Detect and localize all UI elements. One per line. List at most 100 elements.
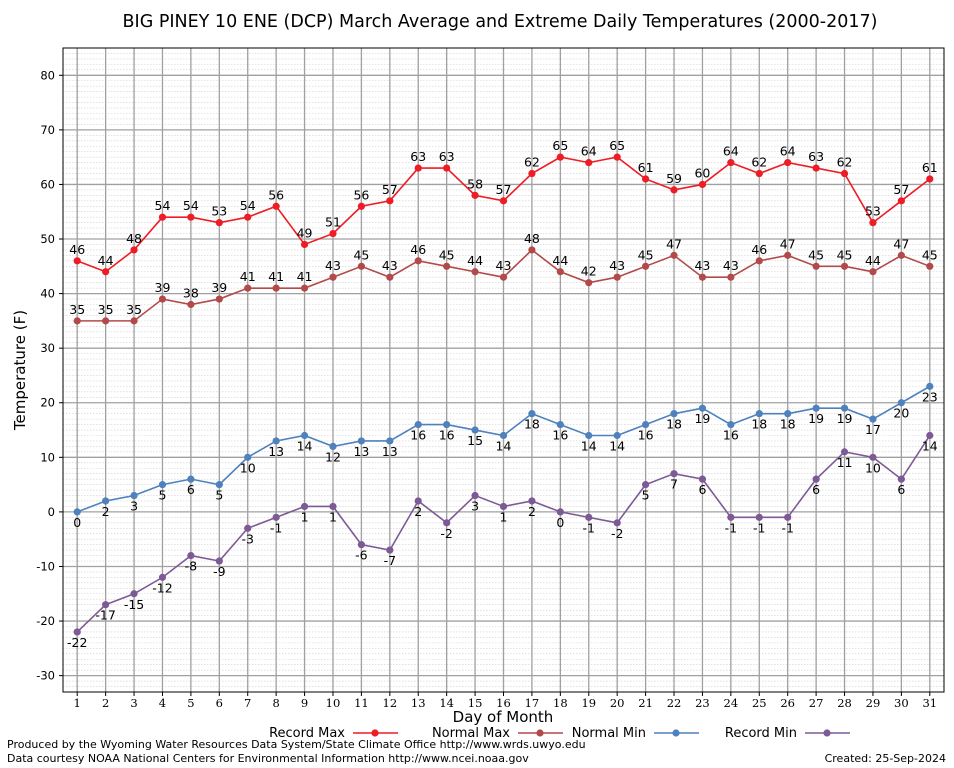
y-tick-label: 10 [40,450,55,464]
data-point [784,513,792,521]
x-tick-label: 31 [922,696,937,710]
data-label: -1 [270,520,282,535]
data-point [73,628,81,636]
data-point [727,420,735,429]
data-point [755,410,763,418]
data-point [897,251,905,259]
data-label: 12 [325,449,341,464]
data-label: 45 [808,247,824,262]
data-point [641,481,650,489]
data-point [840,448,849,456]
data-point [300,431,309,440]
data-label: 44 [552,253,568,268]
series-record-max: 46 44 48 54 54 53 54 56 49 51 56 57 63 63 58 57 62 65 64 65… [69,138,938,276]
y-tick-label: 20 [40,396,55,410]
data-label: 47 [666,236,682,251]
data-label: 41 [240,269,256,284]
data-point [130,491,138,500]
x-axis-label: Day of Month [453,708,554,726]
data-point [386,437,394,445]
data-label: 44 [467,253,483,268]
x-tick-label: 29 [866,696,881,710]
data-point [784,251,792,259]
data-point [641,420,650,429]
data-label: 14 [297,438,313,453]
y-axis-label: Temperature (F) [11,310,29,431]
data-point [926,175,934,183]
data-label: 48 [524,231,540,246]
data-point [755,513,763,521]
data-point [158,295,167,303]
data-label: 49 [297,225,313,240]
data-point [897,475,905,483]
data-point [386,273,394,281]
y-tick-label: 50 [40,232,55,246]
data-point [897,197,905,205]
data-label: 11 [837,455,853,470]
x-tick-label: 27 [809,696,824,710]
x-tick-label: 21 [638,696,653,710]
data-point [698,180,707,189]
data-label: 20 [893,406,909,421]
data-label: 65 [552,138,568,153]
data-label: 16 [723,428,739,443]
y-tick-label: 0 [48,505,55,519]
data-label: 1 [329,509,337,524]
x-tick-label: 4 [159,696,166,710]
x-tick-label: 19 [581,696,596,710]
data-point [499,197,508,205]
x-tick-label: 17 [525,696,540,710]
data-point [840,404,849,412]
data-label: 60 [694,165,710,180]
data-point [443,519,451,527]
data-point [357,262,366,270]
x-tick-label: 26 [780,696,795,710]
data-point [158,213,167,221]
data-label: 0 [73,515,81,530]
x-tick-label: 5 [187,696,194,710]
data-label: 10 [240,460,256,475]
legend: Record Max Normal Max Normal Min Record Min [269,726,850,741]
data-point [73,257,81,265]
x-tick-label: 10 [326,696,341,710]
x-tick-label: 2 [102,696,109,710]
data-label: 10 [865,460,881,475]
data-label: 23 [922,389,938,404]
data-point [585,513,593,521]
data-point [755,169,763,178]
data-point [102,601,110,609]
data-label: 13 [353,444,369,459]
data-point [556,508,564,516]
data-point [471,491,479,500]
data-point [897,399,905,407]
data-label: 14 [496,438,512,453]
x-tick-label: 30 [894,696,909,710]
series-record-min: -22-17-15-12-8 -9-3-11 1-6 -72-231 20 -1 -257 6… [67,431,938,650]
data-point [641,175,650,183]
data-point [613,153,621,161]
x-tick-label: 7 [244,696,251,710]
data-point [812,404,820,412]
data-point [102,497,110,505]
data-label: 54 [183,198,199,213]
legend-marker [536,729,544,737]
data-point [471,268,479,276]
x-tick-label: 9 [301,696,308,710]
data-label: 6 [187,482,195,497]
legend-marker [672,729,680,737]
data-label: 44 [98,253,114,268]
data-label: 14 [922,438,938,453]
data-point [670,470,678,478]
data-point [443,420,451,429]
data-label: 43 [723,258,739,273]
x-tick-label: 6 [216,696,223,710]
data-point [272,202,280,210]
data-label: 61 [922,160,938,175]
data-point [613,273,621,281]
data-label: 39 [155,280,171,295]
data-point [528,410,536,418]
y-tick-label: 80 [40,68,55,82]
data-point [158,481,167,489]
x-tick-label: 3 [130,696,137,710]
